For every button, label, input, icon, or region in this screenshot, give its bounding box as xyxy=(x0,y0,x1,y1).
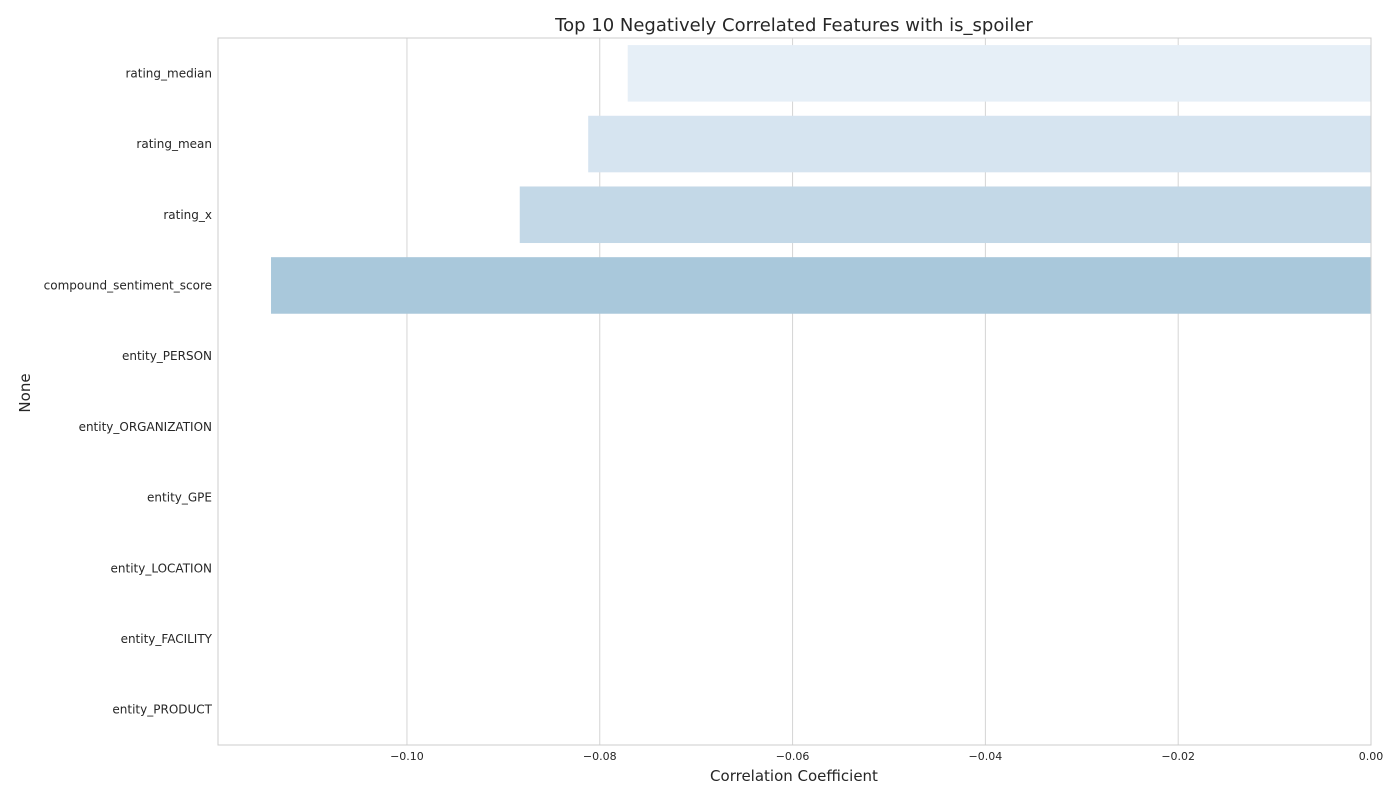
y-category-label: compound_sentiment_score xyxy=(44,278,212,292)
x-tick-labels: −0.10 −0.08 −0.06 −0.04 −0.02 0.00 xyxy=(390,750,1383,763)
bar xyxy=(627,45,1371,102)
y-category-label: rating_x xyxy=(163,208,212,222)
y-axis-title: None xyxy=(16,373,34,412)
x-tick-label: −0.10 xyxy=(390,750,424,763)
y-category-label: entity_FACILITY xyxy=(121,632,213,646)
y-category-labels: rating_median rating_mean rating_x compound… xyxy=(44,66,213,716)
bar xyxy=(519,186,1371,244)
y-category-label: entity_ORGANIZATION xyxy=(79,420,212,434)
x-tick-label: −0.06 xyxy=(776,750,810,763)
x-tick-label: −0.08 xyxy=(583,750,617,763)
y-category-label: entity_PERSON xyxy=(122,349,212,363)
y-category-label: entity_LOCATION xyxy=(111,561,212,575)
plot-frame xyxy=(217,37,1372,746)
bar xyxy=(271,257,1371,314)
y-category-label: rating_median xyxy=(125,66,212,80)
y-category-label: rating_mean xyxy=(136,137,212,151)
bars xyxy=(271,45,1371,314)
chart-title: Top 10 Negatively Correlated Features wi… xyxy=(554,15,1033,36)
x-axis-title: Correlation Coefficient xyxy=(710,767,878,785)
x-tick-label: −0.02 xyxy=(1161,750,1195,763)
y-category-label: entity_GPE xyxy=(147,491,212,505)
y-category-label: entity_PRODUCT xyxy=(112,703,212,717)
x-tick-label: −0.04 xyxy=(969,750,1003,763)
x-tick-label: 0.00 xyxy=(1359,750,1384,763)
bar xyxy=(588,115,1371,173)
